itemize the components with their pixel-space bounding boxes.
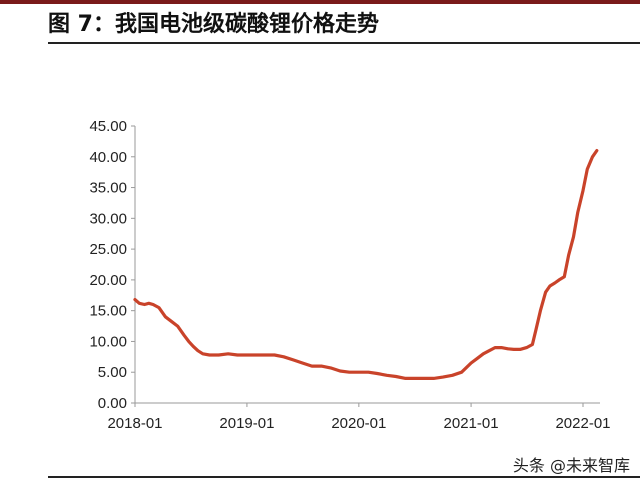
y-axis: 0.00 5.00 10.00 15.00 20.00 25.00 30.00 35.00 40… xyxy=(89,118,136,412)
price-series-line xyxy=(133,149,599,380)
x-tick-label: 2018-01 xyxy=(107,415,162,432)
y-tick-label: 45.00 xyxy=(89,118,127,135)
y-tick-label: 25.00 xyxy=(89,241,127,258)
x-tick-label: 2022-01 xyxy=(555,415,610,432)
y-tick-label: 0.00 xyxy=(98,395,127,412)
y-tick-label: 35.00 xyxy=(89,180,127,197)
y-tick-label: 5.00 xyxy=(98,364,127,381)
x-tick-label: 2019-01 xyxy=(219,415,274,432)
top-accent-rule xyxy=(0,0,640,4)
title-underline xyxy=(48,42,640,44)
plot-area xyxy=(133,149,599,380)
y-tick-label: 40.00 xyxy=(89,149,127,166)
figure-title: 图 7：我国电池级碳酸锂价格走势 xyxy=(48,12,379,37)
bottom-rule xyxy=(48,476,640,478)
x-tick-label: 2020-01 xyxy=(331,415,386,432)
y-tick-label: 15.00 xyxy=(89,303,127,320)
x-axis: 2018-01 2019-01 2020-01 2021-01 2022-01 xyxy=(107,402,611,432)
y-tick-label: 30.00 xyxy=(89,210,127,227)
x-tick-label: 2021-01 xyxy=(444,415,499,432)
y-tick-label: 20.00 xyxy=(89,272,127,289)
watermark-text: 头条 @未来智库 xyxy=(512,456,630,475)
y-tick-label: 10.00 xyxy=(89,333,127,350)
